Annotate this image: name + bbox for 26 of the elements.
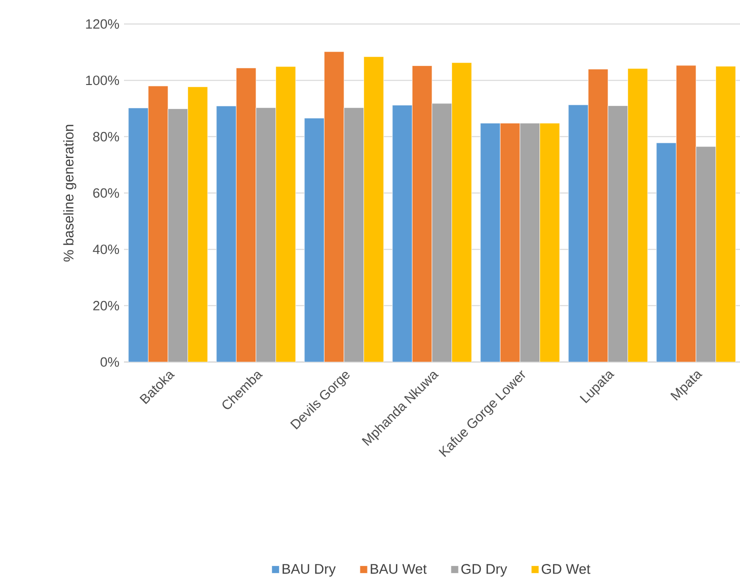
bar <box>432 103 452 362</box>
y-axis-title: % baseline generation <box>63 124 76 262</box>
y-tick-label: 40% <box>92 244 120 254</box>
y-tick-label: 0% <box>100 357 120 367</box>
bar <box>344 107 364 362</box>
bar <box>608 105 628 362</box>
legend-label: BAU Wet <box>370 564 427 574</box>
bar <box>256 107 276 362</box>
bar <box>676 65 696 362</box>
y-tick-label: 100% <box>86 76 120 86</box>
y-tick-label: 20% <box>93 300 120 310</box>
bar <box>500 122 520 362</box>
bar <box>588 68 608 362</box>
bar <box>148 86 168 362</box>
y-tick-label: 120% <box>86 19 120 29</box>
bar <box>412 65 432 362</box>
legend-label: GD Wet <box>542 564 590 574</box>
bar <box>236 68 256 362</box>
bar <box>324 51 344 362</box>
y-tick-label: 80% <box>93 132 120 142</box>
legend-label: GD Dry <box>461 564 508 577</box>
bar <box>696 146 716 362</box>
y-tick-label: 60% <box>93 188 120 198</box>
bar <box>168 108 188 362</box>
legend-label: BAU Dry <box>282 564 336 577</box>
bar <box>520 122 540 362</box>
